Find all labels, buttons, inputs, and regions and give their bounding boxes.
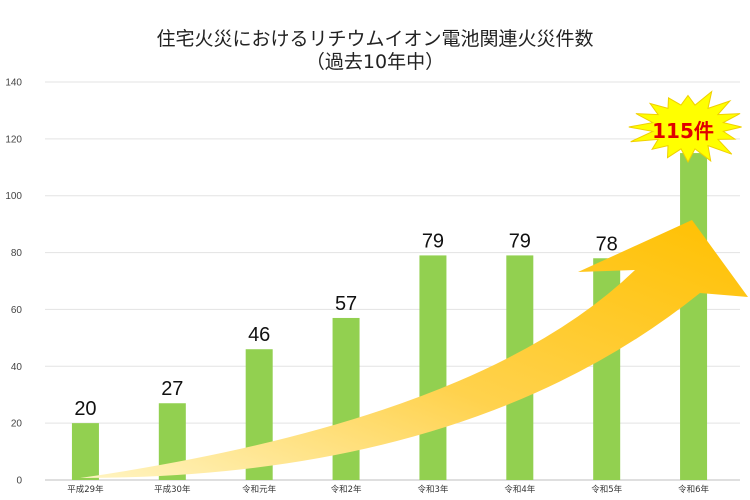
y-tick-label: 140 [5, 78, 22, 89]
bar [419, 255, 447, 480]
y-tick-label: 60 [11, 305, 23, 316]
bar [332, 317, 360, 480]
chart-title: 住宅火災におけるリチウムイオン電池関連火災件数 [156, 28, 593, 50]
data-label: 79 [509, 230, 531, 252]
bar [71, 423, 99, 480]
x-tick-label: 令和3年 [417, 484, 448, 495]
data-label: 46 [248, 324, 270, 346]
data-label: 79 [422, 230, 444, 252]
x-tick-label: 平成29年 [67, 484, 104, 495]
data-labels: 20 27 46 57 79 79 78 [74, 230, 618, 420]
highlight-callout: 115件 [628, 90, 742, 164]
y-tick-label: 40 [11, 362, 23, 373]
y-tick-label: 0 [16, 476, 22, 487]
data-label: 20 [74, 398, 96, 420]
x-tick-label: 令和6年 [678, 484, 709, 495]
x-tick-label: 令和5年 [591, 484, 622, 495]
y-tick-label: 100 [5, 191, 22, 202]
x-tick-label: 令和元年 [242, 484, 277, 495]
x-tick-label: 令和2年 [331, 484, 362, 495]
trend-arrow [80, 220, 748, 478]
y-tick-label: 20 [11, 419, 23, 430]
data-label: 78 [596, 233, 618, 255]
x-tick-label: 令和4年 [504, 484, 535, 495]
data-label: 57 [335, 293, 357, 315]
burst-star-icon [628, 90, 742, 164]
bar [680, 153, 708, 481]
y-tick-label: 80 [11, 248, 23, 259]
x-axis-labels: 平成29年 平成30年 令和元年 令和2年 令和3年 令和4年 令和5年 令和6年 [67, 484, 709, 495]
chart-subtitle: （過去10年中） [306, 51, 444, 73]
y-tick-label: 120 [5, 134, 22, 145]
x-tick-label: 平成30年 [154, 484, 191, 495]
y-axis-ticks: 0 20 40 60 80 100 120 140 [5, 78, 22, 487]
data-label: 27 [161, 378, 183, 400]
highlight-label: 115件 [652, 119, 714, 143]
